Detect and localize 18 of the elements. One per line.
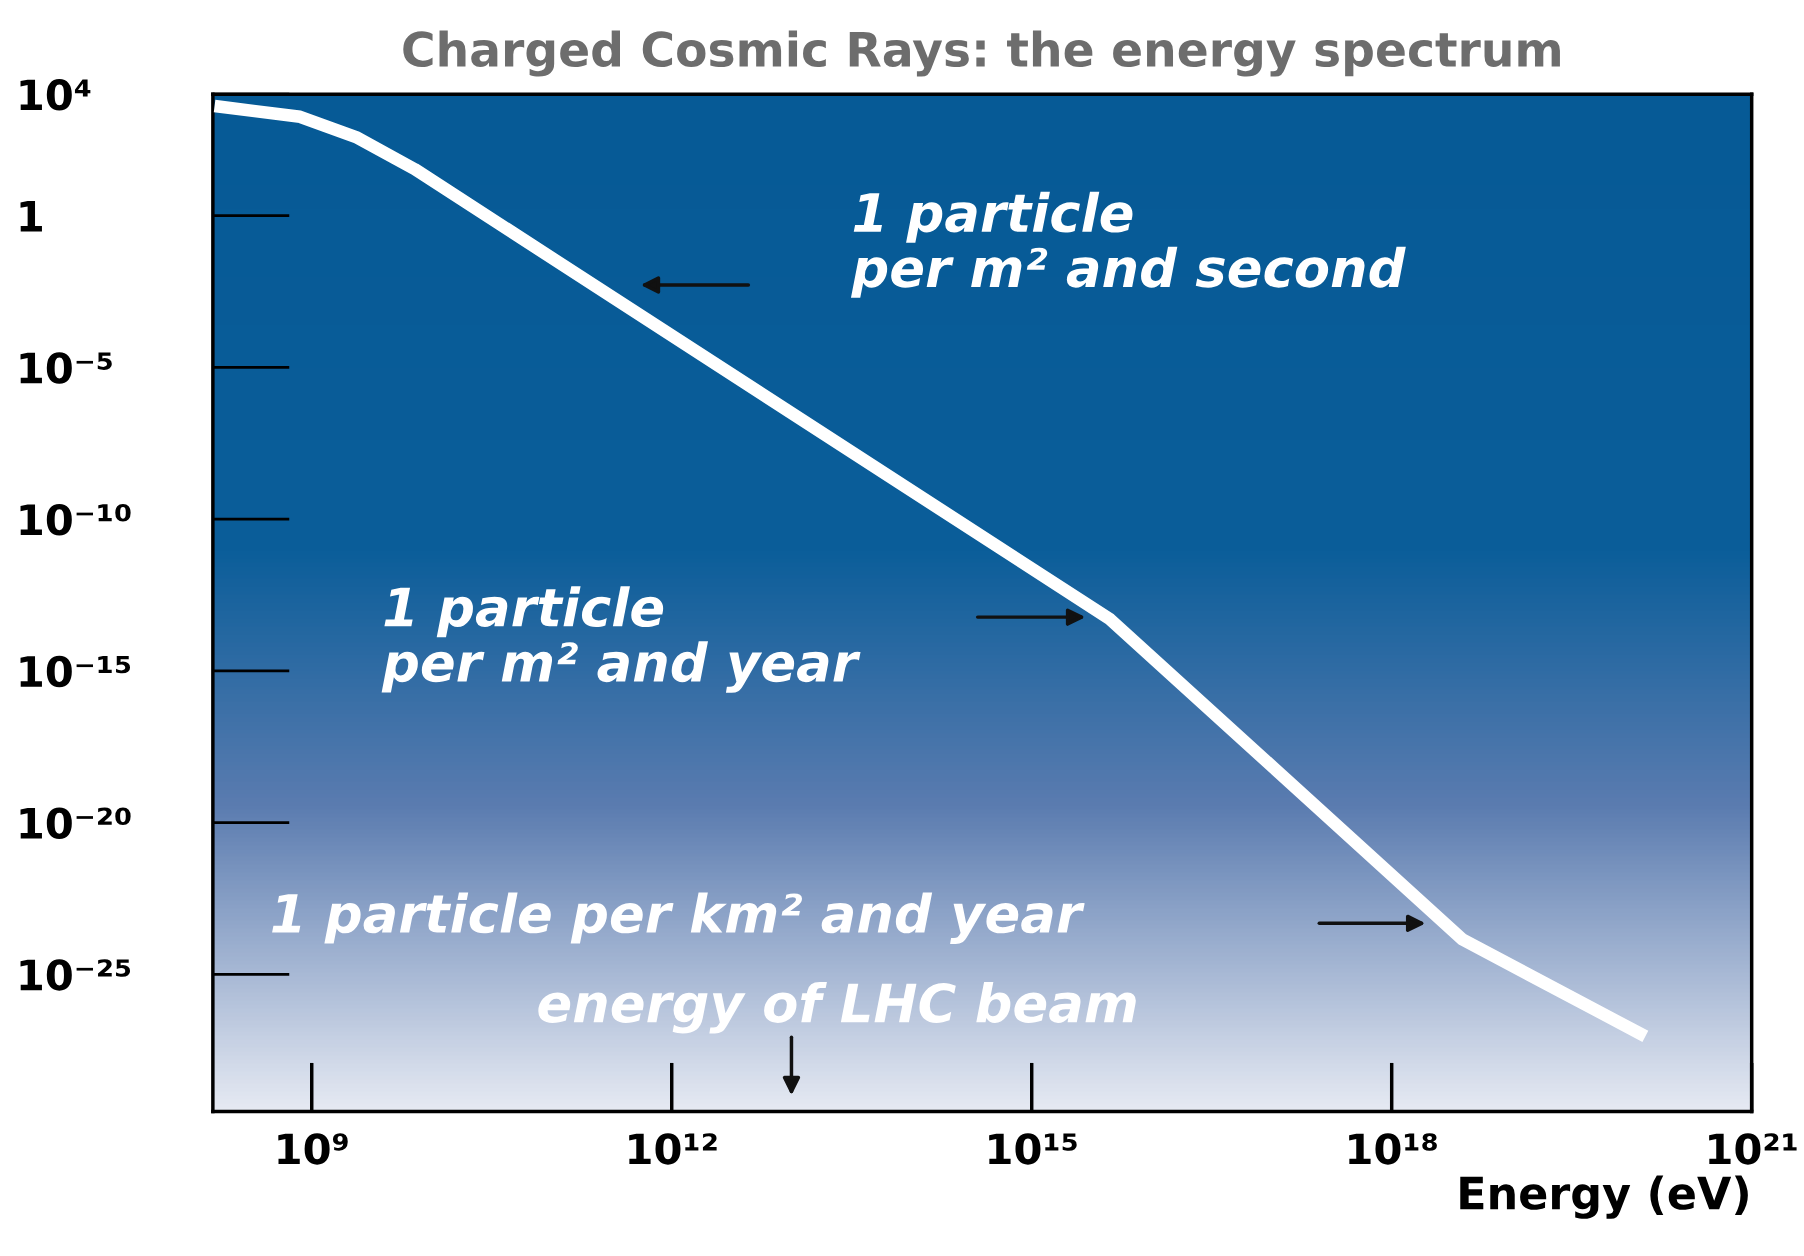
x-tick-label: 10⁹ (278, 1133, 348, 1165)
x-tick-label: 10¹⁸ (1349, 1133, 1437, 1165)
y-tick-label: 10⁻²⁵ (20, 959, 131, 991)
x-axis-title: Energy (eV) (1460, 1175, 1748, 1219)
y-tick-label: 10⁻⁵ (20, 352, 112, 384)
chart-title: Charged Cosmic Rays: the energy spectrum (403, 30, 1560, 77)
x-tick-label: 10¹⁵ (989, 1133, 1077, 1165)
y-tick-label: 10⁴ (20, 79, 91, 111)
annotation: 1 particle per m² and year (381, 586, 861, 693)
annotation: 1 particle per km² and year (272, 892, 1085, 945)
annotation: 1 particle per m² and second (850, 191, 1406, 298)
annotation: energy of LHC beam (538, 982, 1136, 1034)
y-tick-label: 10⁻¹⁰ (20, 503, 131, 536)
y-tick-label: 10⁻²⁰ (20, 807, 131, 839)
y-tick-label: 1 (20, 201, 42, 232)
y-tick-label: 10⁻¹⁵ (20, 655, 131, 688)
x-tick-label: 10¹² (629, 1133, 717, 1165)
x-tick-label: 10²¹ (1709, 1133, 1797, 1165)
